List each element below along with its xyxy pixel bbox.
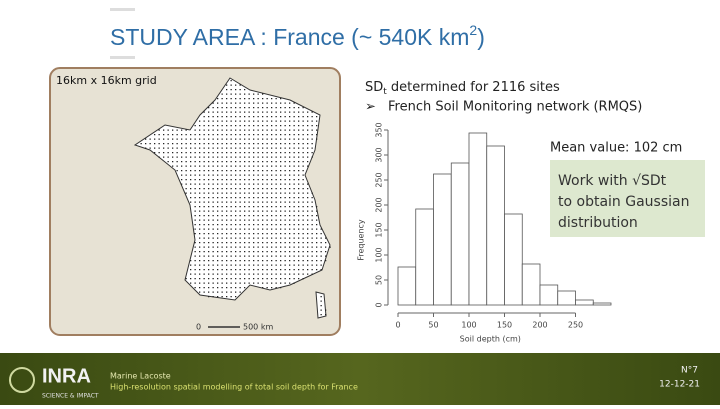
slide-title: STUDY AREA : France (~ 540K km2) [110,22,485,50]
y-tick-label: 50 [375,275,384,285]
bar [415,208,434,306]
x-tick-label: 100 [461,321,476,330]
footer-subtitle: High-resolution spatial modelling of tot… [110,383,358,392]
note-box [550,160,705,237]
x-tick-label: 250 [568,321,583,330]
bullet-text: French Soil Monitoring network (RMQS) [388,100,642,115]
map-caption: 16km x 16km grid [56,74,157,87]
date: 12-12-21 [659,380,700,390]
x-tick-label: 150 [497,321,512,330]
decor [110,56,135,59]
x-tick-label: 200 [532,321,547,330]
y-tick-label: 150 [375,222,384,237]
y-tick-label: 0 [375,302,384,307]
bar [592,302,612,306]
footer-bar [0,353,720,405]
logo: INRA [42,365,91,387]
scale-start: 0 [196,323,201,332]
y-tick-label: 300 [375,147,384,162]
logo-tag: SCIENCE & IMPACT [42,393,99,400]
france-map [133,77,331,319]
logo-icon [9,367,35,393]
bar [486,145,505,306]
x-tick-label: 0 [395,321,400,330]
note-line: Work with √SDt [558,173,667,189]
histogram: 0 50 100 150 200 250 300 350 0 50 100 150 200 250 Soil… [357,122,612,344]
y-tick-label: 100 [375,247,384,262]
x-tick-label: 50 [428,321,438,330]
bar [397,266,417,306]
sites-text: SDt determined for 2116 sites [365,80,560,97]
y-tick-label: 250 [375,172,384,187]
author: Marine Lacoste [110,372,171,381]
bar [557,290,576,306]
bar [450,162,470,306]
y-axis-label: Frequency [357,219,366,261]
bar [539,284,559,306]
france-outline [133,77,331,301]
y-tick-label: 200 [375,197,384,212]
bar [521,263,541,306]
bullet-arrow: ➢ [365,100,376,115]
y-tick-label: 350 [375,122,384,137]
note-line: distribution [558,215,638,231]
scale-end: 500 km [243,323,273,332]
note-line: to obtain Gaussian [558,194,689,210]
grid-dots [140,80,331,316]
mean-text: Mean value: 102 cm [550,141,682,156]
bar [433,173,452,306]
bar [504,213,523,306]
bar [468,132,488,306]
bar [575,299,594,306]
decor [110,8,135,11]
page-number: N°7 [681,366,698,376]
x-axis-label: Soil depth (cm) [460,335,521,344]
